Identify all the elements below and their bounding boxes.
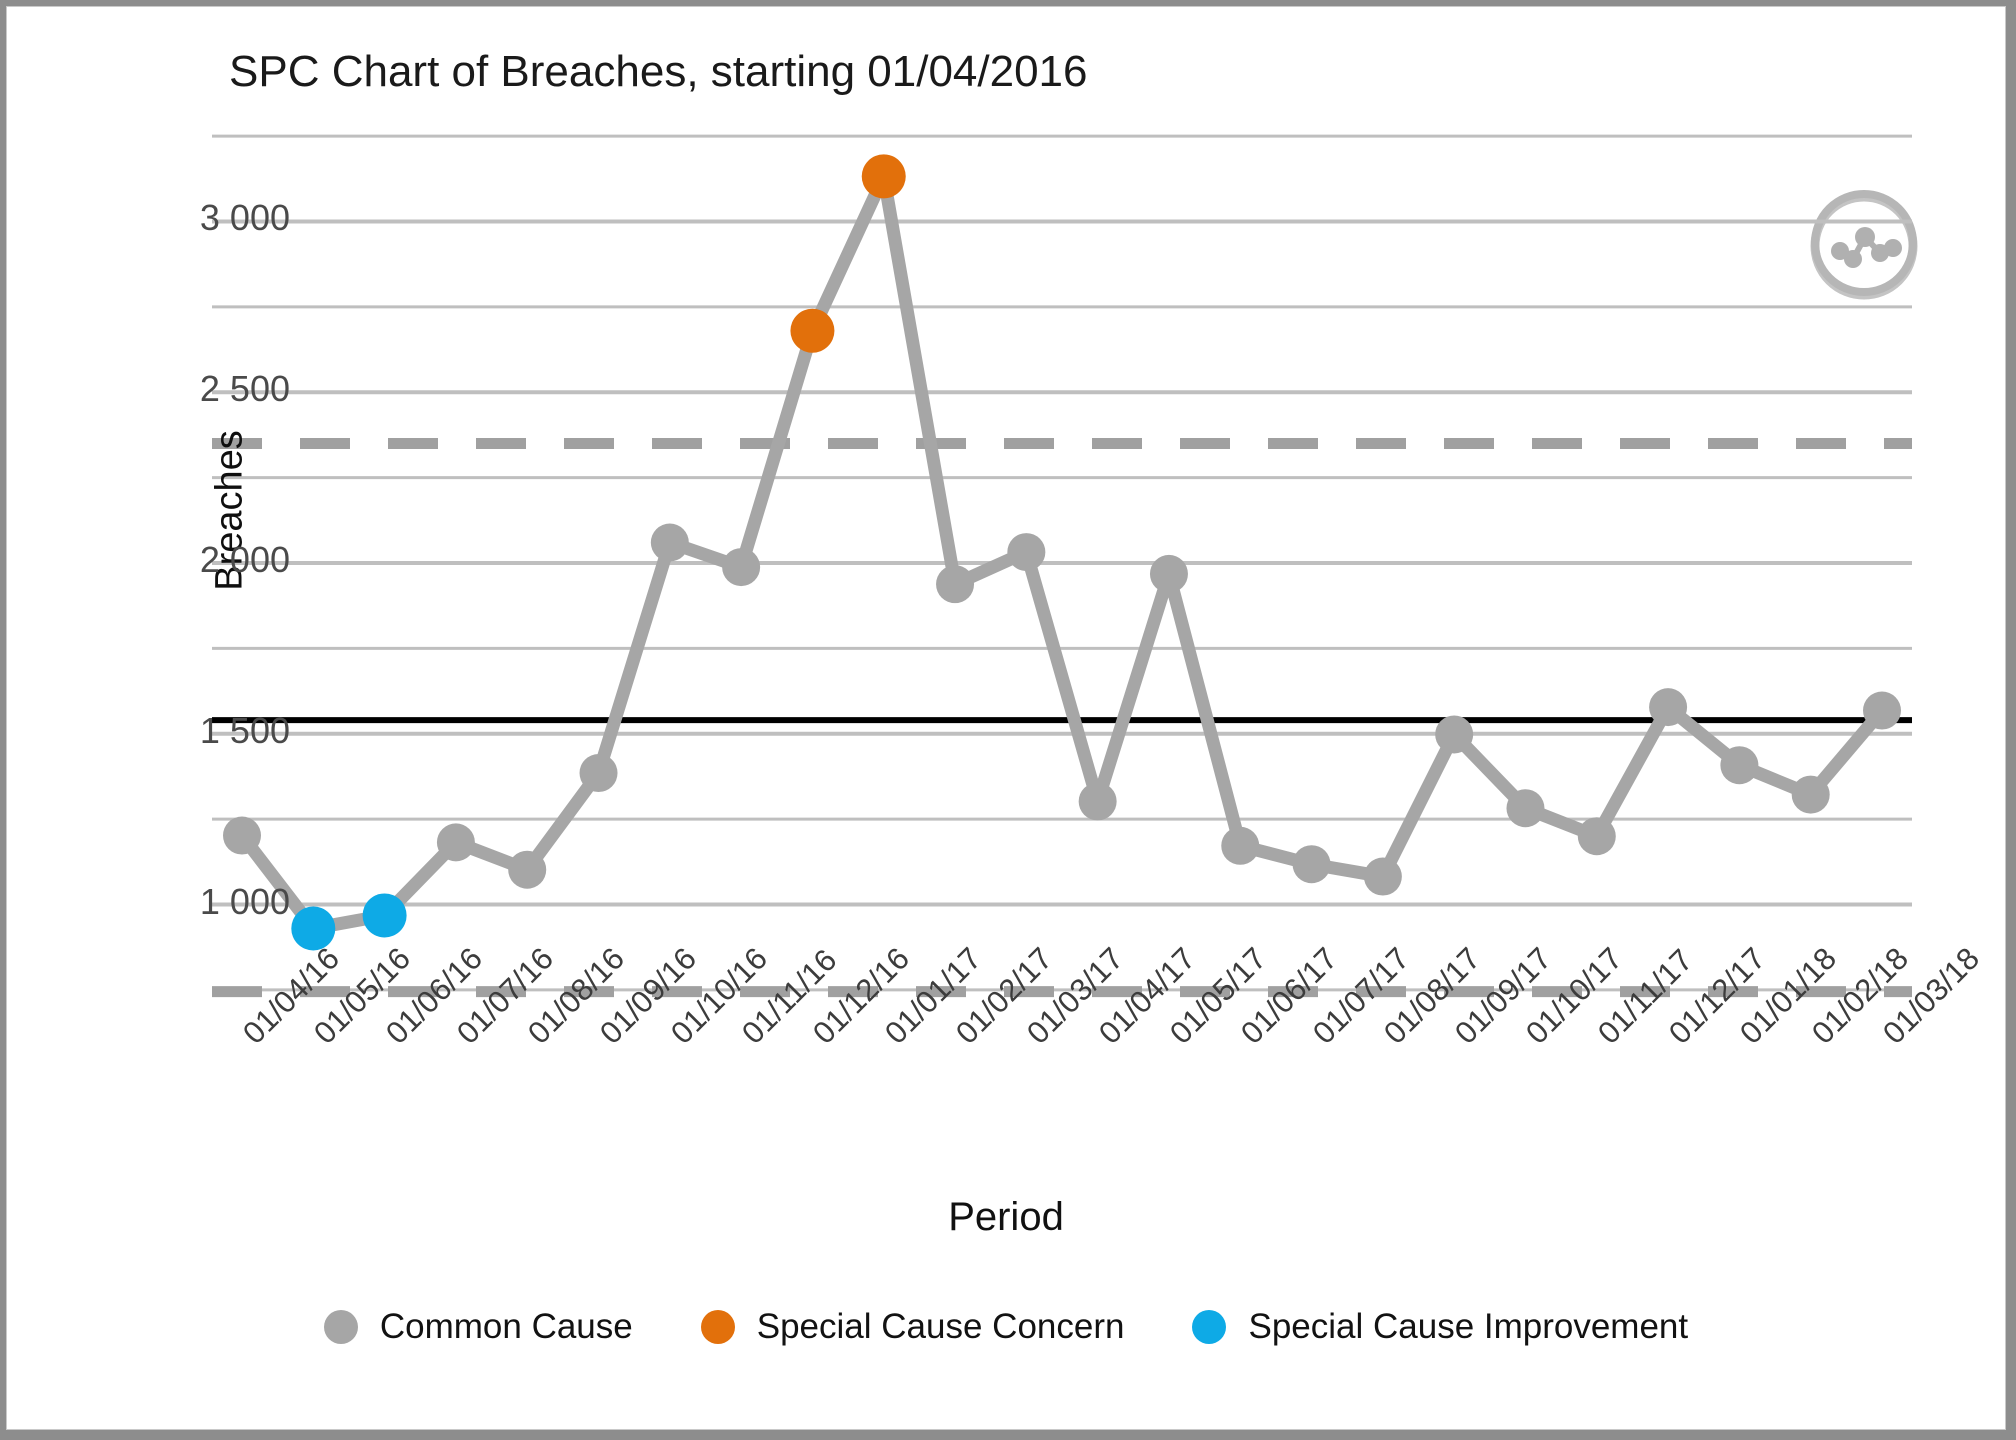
data-point-common — [1435, 715, 1474, 754]
y-axis-tick-label: 1 500 — [199, 709, 290, 751]
y-axis-tick-label: 1 000 — [199, 880, 290, 922]
data-point-common — [1363, 857, 1402, 896]
data-point-common — [1649, 688, 1688, 727]
data-point-common — [223, 816, 261, 855]
legend: Common Cause Special Cause Concern Special… — [7, 1307, 2005, 1347]
series-line — [235, 169, 1889, 935]
data-point-common — [1149, 554, 1188, 593]
data-point-common — [1720, 746, 1759, 785]
data-point-common — [1007, 533, 1046, 572]
gridlines — [212, 134, 1912, 992]
control-limit-lines — [212, 437, 1912, 998]
data-point-concern — [861, 154, 906, 199]
legend-marker-icon — [323, 1310, 358, 1344]
data-point-common — [1292, 845, 1331, 884]
y-axis-tick-label: 2 000 — [199, 539, 290, 580]
data-point-common — [1506, 789, 1545, 828]
legend-marker-icon — [700, 1310, 735, 1344]
chart-canvas: SPC Chart of Breaches, starting 01/04/20… — [6, 6, 2006, 1430]
legend-label: Special Cause Improvement — [1248, 1307, 1689, 1346]
data-point-common — [722, 548, 761, 587]
data-point-common — [1078, 782, 1117, 821]
y-axis-tick-label: 2 500 — [199, 368, 290, 410]
plot-area: Breaches — [208, 119, 1912, 1007]
y-axis-tick-label: 3 000 — [199, 197, 290, 239]
data-point-concern — [790, 308, 835, 353]
data-point-common — [508, 850, 547, 889]
data-line — [235, 169, 1889, 935]
legend-marker-icon — [1192, 1310, 1227, 1344]
legend-label: Common Cause — [379, 1307, 633, 1346]
data-point-common — [579, 754, 618, 793]
data-point-improvement — [291, 906, 336, 951]
legend-item-concern[interactable]: Special Cause Concern — [700, 1307, 1125, 1347]
data-point-common — [650, 523, 689, 562]
x-axis-ticks: 01/04/16 01/05/16 01/06/16 01/07/16 01/08/16… — [212, 941, 1986, 1197]
data-point-common — [436, 823, 475, 862]
page-title: SPC Chart of Breaches, starting 01/04/20… — [229, 47, 1088, 96]
spc-logo-icon — [1805, 185, 1923, 303]
data-point-common — [936, 565, 975, 604]
legend-item-common[interactable]: Common Cause — [323, 1307, 633, 1347]
data-point-common — [1221, 826, 1260, 865]
data-points — [223, 154, 1901, 951]
legend-item-improvement[interactable]: Special Cause Improvement — [1192, 1307, 1688, 1347]
data-point-common — [1791, 775, 1830, 814]
plot-svg — [212, 134, 1912, 998]
y-axis-label: Breaches — [208, 430, 251, 591]
legend-label: Special Cause Concern — [756, 1307, 1125, 1346]
data-point-improvement — [362, 893, 407, 938]
data-point-common — [1863, 691, 1901, 730]
data-point-common — [1577, 817, 1616, 856]
x-axis-label: Period — [948, 1195, 1064, 1239]
